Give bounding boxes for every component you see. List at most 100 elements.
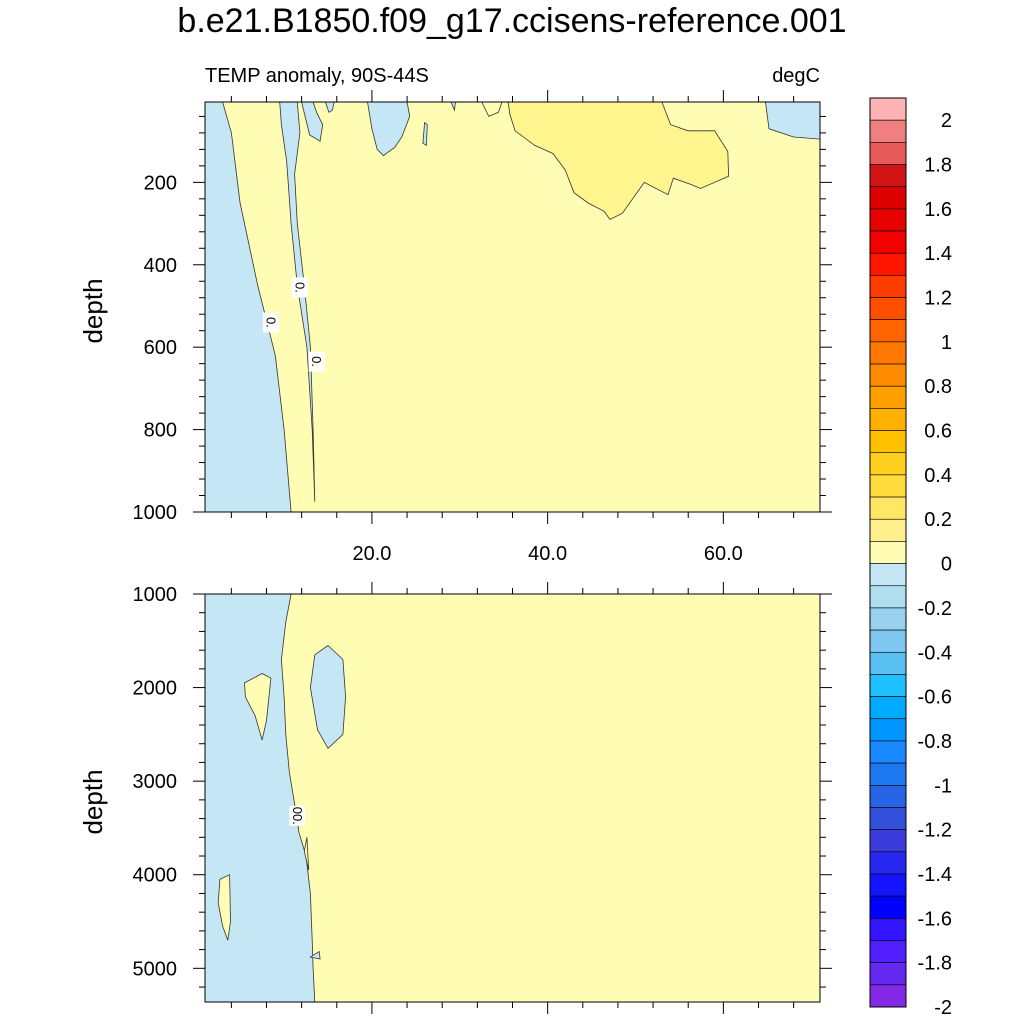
x-tick-label: 20.0 xyxy=(352,543,391,565)
contour-region xyxy=(217,874,231,941)
colorbar-swatch xyxy=(869,984,907,1008)
colorbar-swatch xyxy=(869,496,907,520)
colorbar-label: -1.8 xyxy=(918,953,952,975)
colorbar-swatch xyxy=(869,940,907,963)
colorbar-swatch xyxy=(869,895,907,919)
colorbar-label: 0.4 xyxy=(924,465,952,487)
contour-region xyxy=(244,673,272,741)
colorbar-label: 1.4 xyxy=(924,243,952,265)
colorbar-swatch xyxy=(869,541,907,564)
colorbar-frame xyxy=(869,97,907,1008)
colorbar-label: -1 xyxy=(934,775,952,797)
chart-title: b.e21.B1850.f09_g17.ccisens-reference.00… xyxy=(177,2,847,40)
contour-region xyxy=(450,102,456,112)
top-panel: 0. 0. 0. 200 400 600 800 1000 20.0 40.0 60.0 depth T… xyxy=(78,65,832,565)
colorbar-swatch xyxy=(869,208,907,232)
colorbar-swatch xyxy=(869,784,907,808)
contour-region xyxy=(309,644,347,750)
colorbar-swatch xyxy=(869,252,907,276)
colorbar-swatch xyxy=(869,341,907,365)
colorbar-swatch xyxy=(869,651,907,675)
colorbar-label: -1.4 xyxy=(918,864,952,886)
colorbar-label: -0.8 xyxy=(918,731,952,753)
x-tick-label: 60.0 xyxy=(704,543,743,565)
colorbar-swatch xyxy=(869,275,907,298)
colorbar-swatch xyxy=(869,829,907,853)
colorbar-swatch xyxy=(869,97,907,121)
colorbar-swatch xyxy=(869,740,907,764)
contour-label: 0. xyxy=(262,312,279,333)
contour-region xyxy=(324,102,335,113)
colorbar-label: 0 xyxy=(941,554,952,576)
colorbar-label: -0.6 xyxy=(918,687,952,709)
svg-text:00.: 00. xyxy=(290,807,305,825)
contour-region xyxy=(279,102,316,502)
colorbar-label: 0.6 xyxy=(924,421,952,443)
colorbar-label: -1.6 xyxy=(918,908,952,930)
colorbar-swatch xyxy=(869,363,907,387)
colorbar-swatch xyxy=(869,408,907,431)
colorbar-label: -2 xyxy=(934,997,952,1019)
y-axis-title: depth xyxy=(78,278,108,343)
colorbar-label: -1.2 xyxy=(918,820,952,842)
y-tick-label: 1000 xyxy=(133,584,178,606)
colorbar-swatch xyxy=(869,585,907,609)
colorbar-swatch xyxy=(869,807,907,830)
colorbar: 2 1.8 1.6 1.4 1.2 1 0.8 0.6 0.4 0.2 0 -0.2 -0.4 -0.6 -… xyxy=(869,97,952,1019)
contour-label: 0. xyxy=(291,277,308,298)
colorbar-label: 1 xyxy=(941,332,952,354)
colorbar-swatch xyxy=(869,962,907,986)
svg-text:0.: 0. xyxy=(263,317,278,328)
contour-region xyxy=(309,950,321,960)
colorbar-label: -0.4 xyxy=(918,642,952,664)
colorbar-swatch xyxy=(869,319,907,343)
y-tick-label: 2000 xyxy=(133,678,178,700)
y-tick-label: 400 xyxy=(144,255,177,277)
contour-label: 00. xyxy=(289,805,306,826)
contour-region xyxy=(301,102,324,142)
colorbar-label: 2 xyxy=(941,110,952,132)
colorbar-swatch xyxy=(869,918,907,941)
colorbar-label: -0.2 xyxy=(918,598,952,620)
contour-label: 0. xyxy=(308,351,325,372)
x-tick-label: 40.0 xyxy=(528,543,567,565)
y-tick-label: 5000 xyxy=(133,958,178,980)
y-axis-title: depth xyxy=(78,769,108,834)
colorbar-swatch xyxy=(869,474,907,498)
y-tick-label: 3000 xyxy=(133,771,178,793)
colorbar-swatch xyxy=(869,718,907,742)
colorbar-label: 1.6 xyxy=(924,199,952,221)
colorbar-swatch xyxy=(869,851,907,875)
colorbar-swatch xyxy=(869,430,907,454)
colorbar-swatch xyxy=(869,674,907,697)
svg-text:0.: 0. xyxy=(292,282,307,293)
colorbar-swatch xyxy=(869,142,907,165)
colorbar-swatch xyxy=(869,873,907,897)
contour-region xyxy=(765,102,820,140)
contour-region xyxy=(422,121,428,146)
colorbar-swatch xyxy=(869,518,907,542)
colorbar-swatch xyxy=(869,230,907,254)
y-tick-label: 200 xyxy=(144,172,177,194)
y-tick-label: 800 xyxy=(144,420,177,442)
colorbar-swatch xyxy=(869,629,907,653)
colorbar-label: 1.2 xyxy=(924,288,952,310)
colorbar-swatch xyxy=(869,119,907,143)
units-label: degC xyxy=(772,65,820,87)
colorbar-swatch xyxy=(869,164,907,187)
colorbar-swatch xyxy=(869,385,907,409)
y-tick-label: 600 xyxy=(144,337,177,359)
colorbar-swatch xyxy=(869,607,907,631)
colorbar-label: 0.8 xyxy=(924,376,952,398)
colorbar-swatch xyxy=(869,696,907,720)
colorbar-swatch xyxy=(869,762,907,786)
colorbar-swatch xyxy=(869,297,907,321)
contour-region xyxy=(507,102,730,220)
contour-region xyxy=(481,102,503,117)
colorbar-swatch xyxy=(869,563,907,587)
colorbar-swatch xyxy=(869,186,907,210)
colorbar-swatch xyxy=(869,452,907,476)
contour-region xyxy=(303,837,310,871)
left-subtitle: TEMP anomaly, 90S-44S xyxy=(205,65,429,87)
